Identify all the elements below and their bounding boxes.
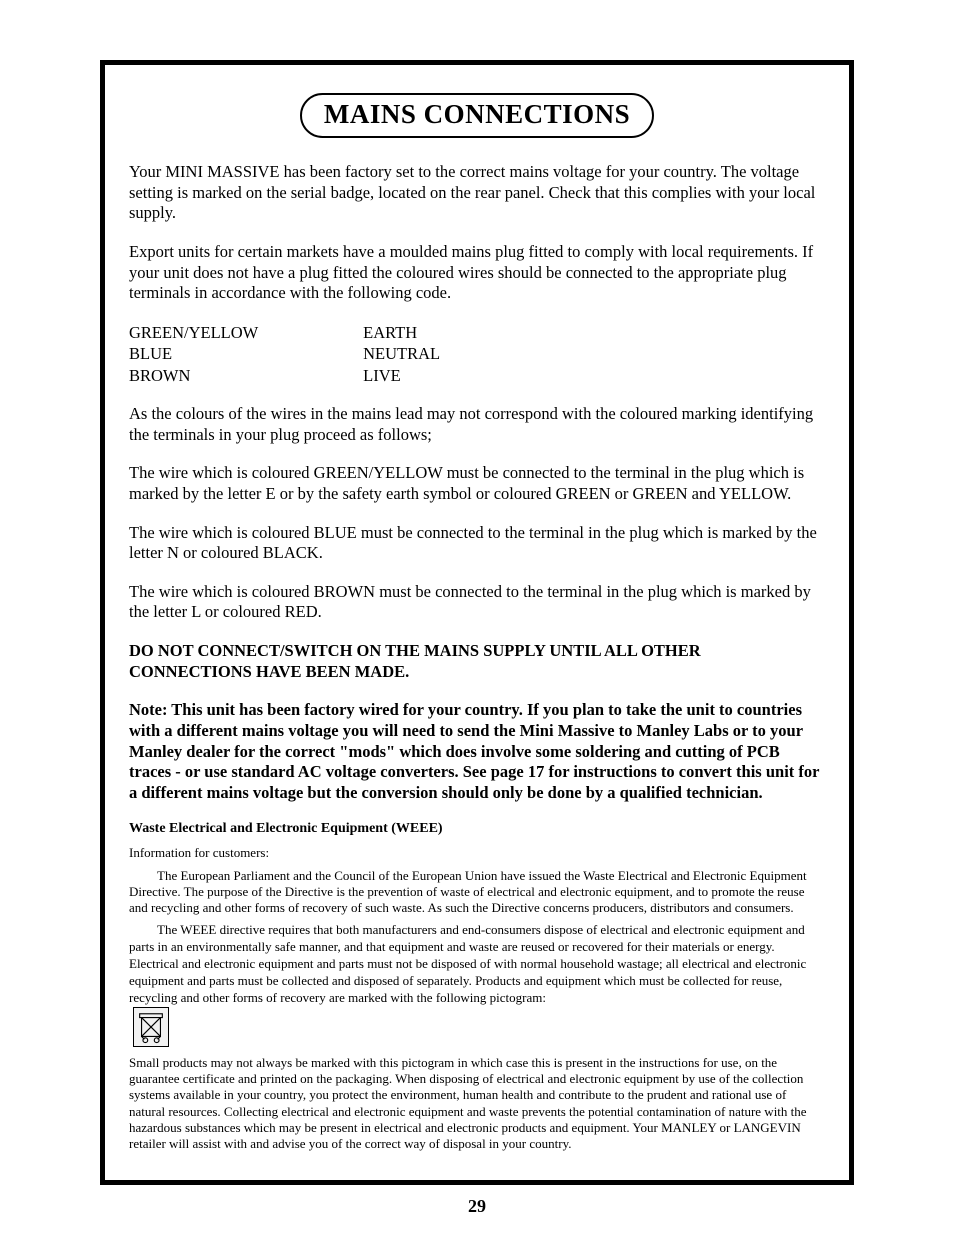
wire-function-cell: NEUTRAL [363, 343, 440, 364]
title-wrap: MAINS CONNECTIONS [129, 93, 825, 138]
weee-section: Information for customers: The European … [129, 845, 825, 1152]
weee-paragraph-2: The WEEE directive requires that both ma… [129, 922, 825, 1006]
note-paragraph: Note: This unit has been factory wired f… [129, 700, 825, 803]
wire-row: BROWN LIVE [129, 365, 825, 386]
weee-heading: Waste Electrical and Electronic Equipmen… [129, 821, 825, 837]
body-content: Your MINI MASSIVE has been factory set t… [129, 162, 825, 1152]
weee-paragraph-3: Small products may not always be marked … [129, 1055, 825, 1153]
paragraph-green-yellow: The wire which is coloured GREEN/YELLOW … [129, 463, 825, 504]
wire-color-table: GREEN/YELLOW EARTH BLUE NEUTRAL BROWN LI… [129, 322, 825, 386]
page-number: 29 [0, 1196, 954, 1217]
weee-pictogram-icon [133, 1007, 169, 1047]
paragraph-blue: The wire which is coloured BLUE must be … [129, 523, 825, 564]
paragraph-brown: The wire which is coloured BROWN must be… [129, 582, 825, 623]
wire-function-cell: LIVE [363, 365, 401, 386]
wire-color-cell: BLUE [129, 343, 359, 364]
wire-color-cell: BROWN [129, 365, 359, 386]
document-page: MAINS CONNECTIONS Your MINI MASSIVE has … [0, 0, 954, 1235]
wire-function-cell: EARTH [363, 322, 417, 343]
paragraph-intro-2: Export units for certain markets have a … [129, 242, 825, 304]
wire-row: BLUE NEUTRAL [129, 343, 825, 364]
paragraph-intro-1: Your MINI MASSIVE has been factory set t… [129, 162, 825, 224]
wire-color-cell: GREEN/YELLOW [129, 322, 359, 343]
weee-paragraph-2-wrap: The WEEE directive requires that both ma… [129, 922, 825, 1046]
wire-row: GREEN/YELLOW EARTH [129, 322, 825, 343]
warning-paragraph: DO NOT CONNECT/SWITCH ON THE MAINS SUPPL… [129, 641, 825, 682]
weee-info-label: Information for customers: [129, 845, 825, 861]
weee-paragraph-1: The European Parliament and the Council … [129, 868, 825, 917]
paragraph-follow: As the colours of the wires in the mains… [129, 404, 825, 445]
content-frame: MAINS CONNECTIONS Your MINI MASSIVE has … [100, 60, 854, 1185]
page-title: MAINS CONNECTIONS [300, 93, 654, 138]
